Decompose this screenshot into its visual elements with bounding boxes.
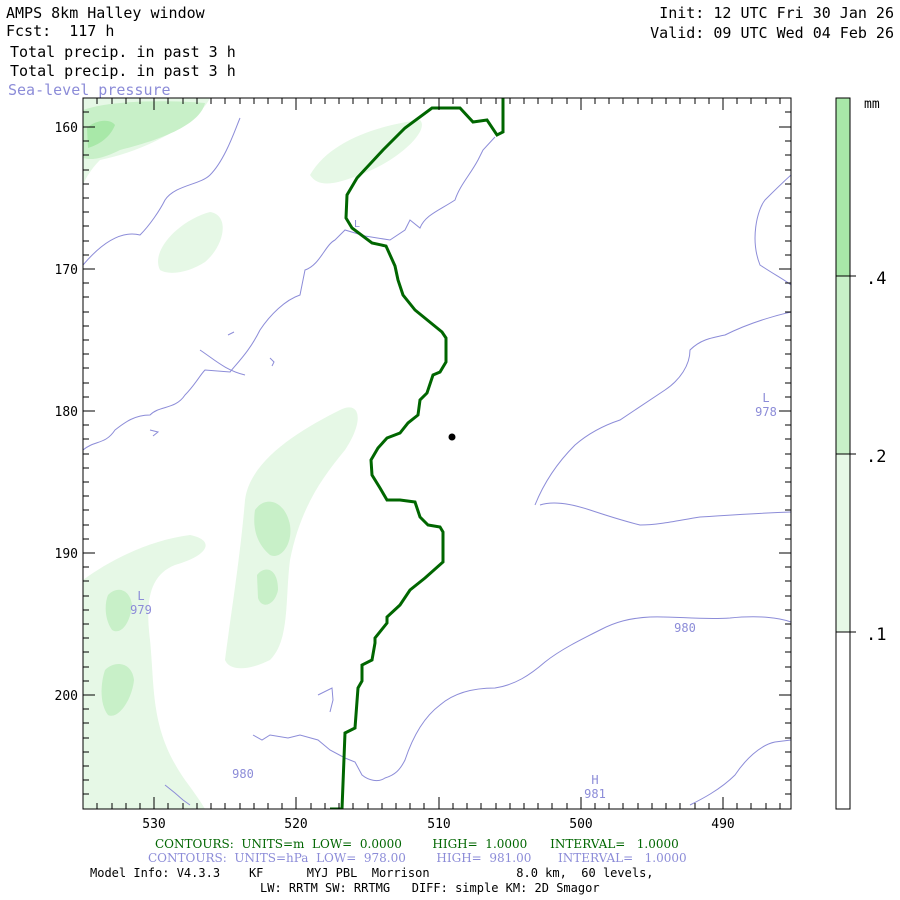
low-label-small: L: [354, 219, 360, 230]
plot-frame: [82, 97, 792, 810]
y-tick-label: 200: [55, 689, 78, 704]
model-info: Model Info: V4.3.3 KF MYJ PBL Morrison 8…: [90, 866, 654, 880]
x-tick-label: 500: [569, 817, 592, 832]
colorbar-band-none: [836, 632, 850, 809]
y-axis-labels: 160 170 180 190 200: [55, 121, 78, 704]
tick-marks: [83, 98, 791, 809]
y-tick-label: 170: [55, 263, 78, 278]
colorbar-band-mid: [836, 276, 850, 454]
isobar-label: 980: [674, 621, 696, 635]
isobars: [83, 117, 791, 806]
low-label: L: [762, 391, 769, 405]
high-label: H: [591, 773, 598, 787]
y-tick-label: 180: [55, 405, 78, 420]
colorbar-tick: .4: [866, 269, 886, 289]
colorbar-unit: mm: [864, 97, 880, 112]
isobar-label: 980: [232, 767, 254, 781]
contours-terrain-info: CONTOURS: UNITS=m LOW= 0.0000 HIGH= 1.00…: [155, 837, 679, 851]
terrain-contour: [330, 98, 505, 809]
colorbar-tick: .2: [866, 447, 886, 467]
contours-slp-info: CONTOURS: UNITS=hPa LOW= 978.00 HIGH= 98…: [148, 851, 687, 865]
pressure-value: 979: [130, 603, 152, 617]
colorbar-band-high: [836, 98, 850, 276]
colorbar-tick: .1: [866, 625, 886, 645]
pressure-value: 978: [755, 405, 777, 419]
physics-info: LW: RRTM SW: RRTMG DIFF: simple KM: 2D S…: [260, 881, 600, 895]
station-marker: [448, 433, 456, 441]
init-time: Init: 12 UTC Fri 30 Jan 26: [659, 4, 894, 22]
low-label: L: [137, 589, 144, 603]
precip-shading: [83, 98, 422, 809]
field-label-precip-2: Total precip. in past 3 h: [10, 62, 236, 80]
x-axis-labels: 530 520 510 500 490: [142, 817, 734, 832]
forecast-hour: Fcst: 117 h: [6, 22, 115, 40]
field-label-precip-1: Total precip. in past 3 h: [10, 43, 236, 61]
colorbar-band-low: [836, 454, 850, 632]
pressure-value: 981: [584, 787, 606, 801]
x-tick-label: 520: [284, 817, 307, 832]
precip-shading-mid: [83, 101, 291, 716]
x-tick-label: 490: [711, 817, 734, 832]
valid-time: Valid: 09 UTC Wed 04 Feb 26: [650, 24, 894, 42]
map-title: AMPS 8km Halley window: [6, 4, 205, 22]
pressure-labels: L 978 L 979 980 980 H 981 L: [130, 219, 777, 801]
y-tick-label: 190: [55, 547, 78, 562]
colorbar: mm .4 .2 .1: [835, 97, 886, 810]
field-label-slp: Sea-level pressure: [8, 81, 171, 99]
y-tick-label: 160: [55, 121, 78, 136]
x-tick-label: 530: [142, 817, 165, 832]
x-tick-label: 510: [427, 817, 450, 832]
precip-shading-dark: [87, 120, 115, 148]
